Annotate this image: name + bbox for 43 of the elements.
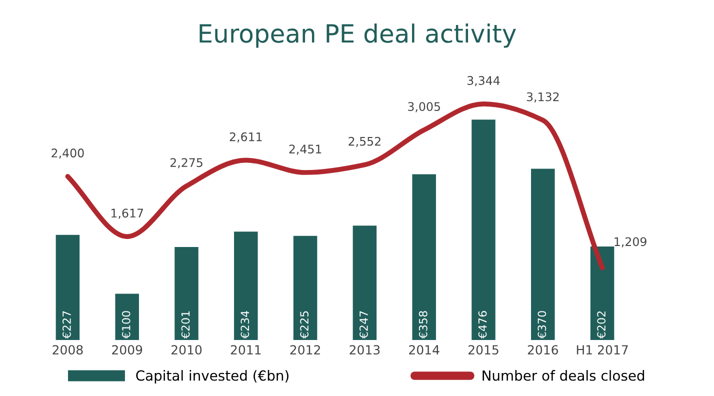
data-label: 2,275 <box>170 158 202 168</box>
x-tick-label: H1 2017 <box>576 345 628 355</box>
x-tick-label: 2010 <box>172 345 202 355</box>
data-label: 2,451 <box>289 144 322 155</box>
data-label: €234 <box>240 310 250 339</box>
x-tick-label: 2014 <box>409 345 440 355</box>
data-label: 2,611 <box>230 132 262 142</box>
x-tick-label: 2011 <box>230 345 261 355</box>
data-label: €225 <box>300 311 309 339</box>
chart-title: European PE deal activity <box>200 24 516 48</box>
data-label: €201 <box>181 311 190 339</box>
x-tick-label: 2016 <box>528 345 558 355</box>
data-label: €358 <box>418 311 428 339</box>
data-label: 3,005 <box>408 102 440 112</box>
data-label: 3,132 <box>526 92 559 102</box>
data-label: €370 <box>538 311 546 339</box>
data-label: €227 <box>62 311 71 339</box>
bar <box>234 232 258 340</box>
data-label: €202 <box>597 311 606 339</box>
bar <box>590 246 614 340</box>
x-tick-label: 2008 <box>52 345 83 355</box>
bar <box>531 168 555 340</box>
bar <box>472 120 496 340</box>
data-label: 1,209 <box>614 237 646 248</box>
data-label: 1,617 <box>112 208 143 219</box>
data-label: €100 <box>122 311 130 339</box>
legend-label: Capital invested (€bn) <box>136 370 288 384</box>
x-tick-label: 2013 <box>350 345 380 355</box>
bar <box>352 226 377 340</box>
bar <box>115 294 139 340</box>
bar <box>293 236 318 340</box>
x-tick-label: 2012 <box>290 345 320 355</box>
data-label: 2,400 <box>52 148 84 159</box>
x-tick-label: 2015 <box>468 345 498 355</box>
bar <box>56 234 80 340</box>
x-tick-label: 2009 <box>112 345 142 355</box>
bar <box>412 174 436 340</box>
data-label: 3,344 <box>468 76 500 86</box>
data-label: 2,552 <box>348 136 380 147</box>
legend-label: Number of deals closed <box>482 370 644 381</box>
data-label: €476 <box>478 311 487 339</box>
data-label: €247 <box>360 311 368 339</box>
bar <box>174 246 198 340</box>
